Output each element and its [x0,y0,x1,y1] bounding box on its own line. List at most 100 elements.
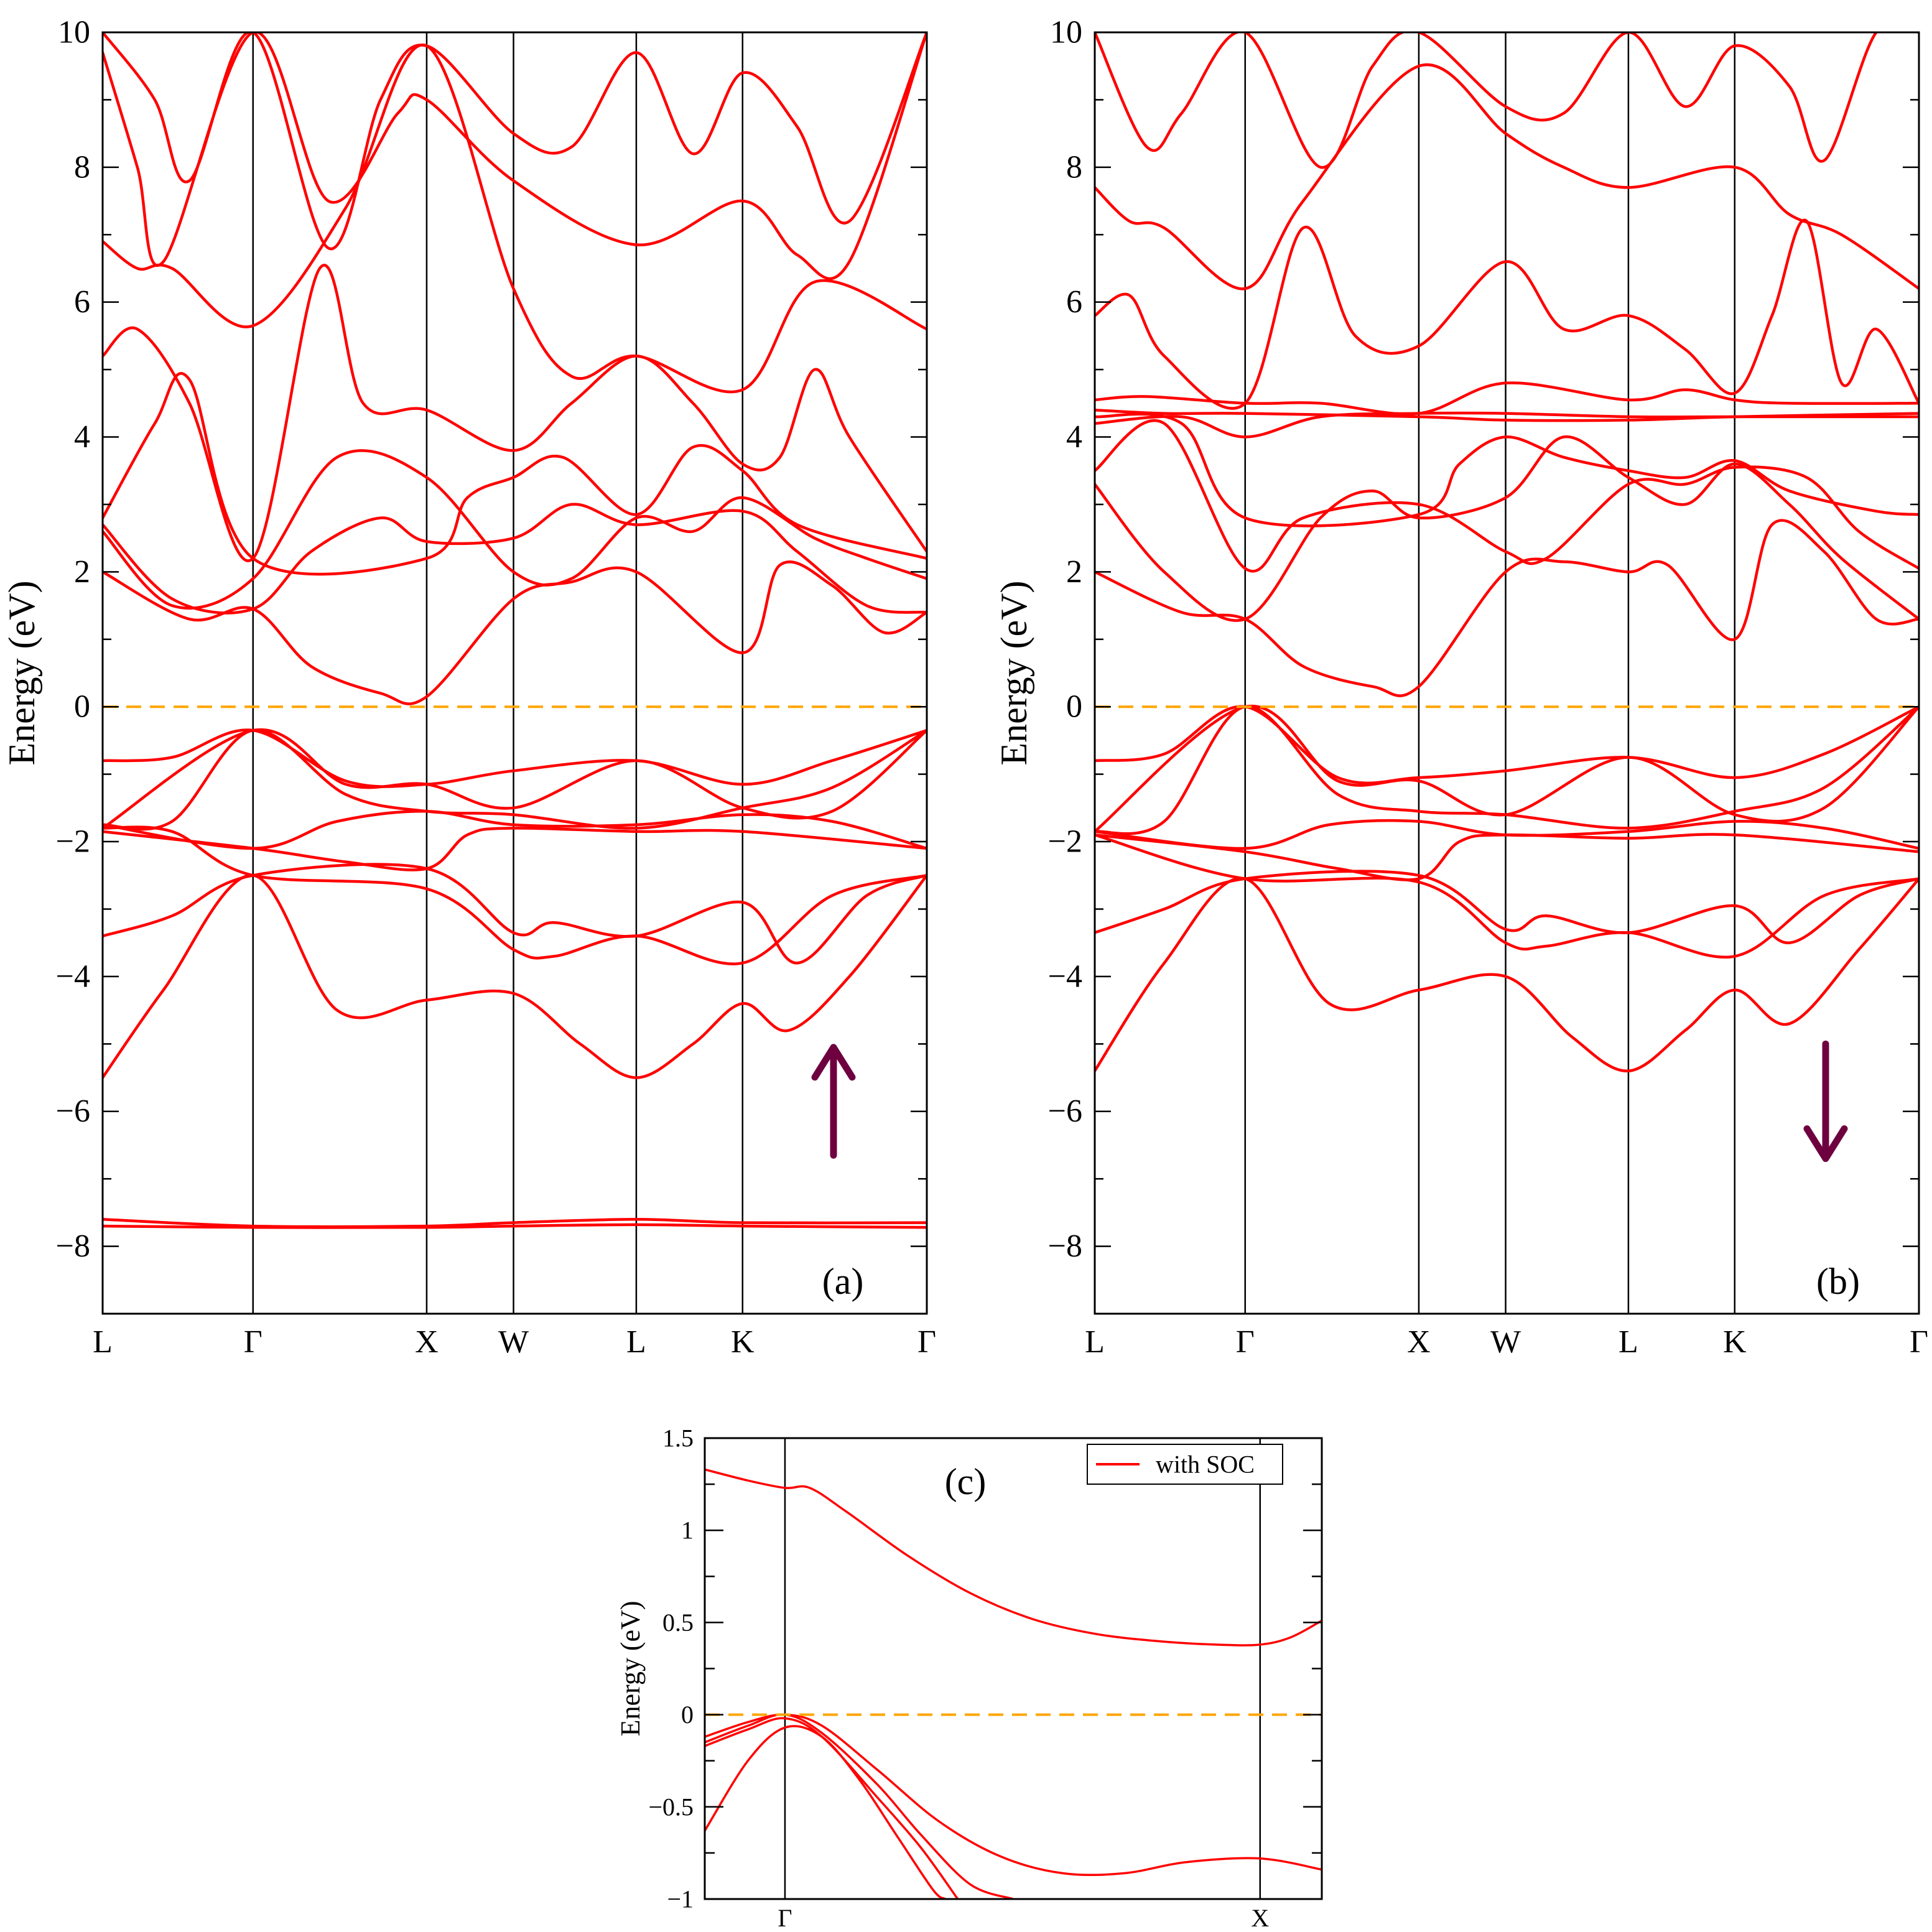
y-tick-label: 2 [74,554,90,590]
arrow-head [811,1044,856,1081]
y-axis-title: Energy (eV) [615,1601,646,1737]
band-line-10 [1095,419,1919,573]
bands-group [1095,32,1919,1072]
band-line-10 [103,560,927,705]
band-line-16 [103,32,927,281]
y-tick-label: 10 [58,15,90,50]
band-line-2 [103,874,927,1079]
band-line-7 [1095,704,1919,834]
y-tick-label: −8 [56,1228,90,1264]
panel-c-soc-bands: −1 −0.5 0 0.5 1 1.5 Γ X Energy (eV) (c) with SOC [615,1424,1323,1932]
plot-frame [704,1437,1323,1900]
band-line-4 [705,1725,947,1899]
panel-label: (b) [1816,1261,1860,1302]
panel-label: (c) [945,1461,987,1502]
band-line-1 [1095,870,1919,944]
band-line-12 [103,449,927,610]
x-tick-label-X: X [1251,1904,1269,1932]
band-line-6 [1095,705,1919,785]
y-tick-label: −6 [56,1094,90,1129]
y-tick-label: 8 [74,149,90,185]
spin-up-arrow-icon [811,1044,856,1159]
y-tick-label: −6 [1048,1094,1082,1129]
y-tick-label: 6 [1066,284,1082,320]
x-tick-label-Γ: Γ [244,1324,262,1360]
x-tick-label-Γ: Γ [917,1324,936,1360]
band-line-8 [103,728,927,788]
x-tick-label-L: L [93,1324,113,1360]
y-tick-label: −4 [56,959,90,994]
y-axis-title: Energy (eV) [993,580,1034,765]
band-line-4 [1095,833,1919,881]
band-line-9 [1095,435,1919,622]
x-tick-label-L: L [1085,1324,1105,1360]
y-tick-label: −2 [1048,824,1082,860]
y-tick-label: 1.5 [662,1424,694,1452]
band-line-4 [103,825,927,965]
band-line-14 [1095,381,1919,416]
y-tick-label: 8 [1066,149,1082,185]
band-line-8 [1095,519,1919,697]
bands-group [705,1468,1322,1899]
panel-label: (a) [822,1261,864,1302]
band-line-7 [103,728,927,831]
band-line-2 [1095,833,1919,959]
y-tick-label: 1 [681,1516,694,1544]
band-line-2 [705,1713,1015,1899]
y-tick-label: 0 [74,689,90,725]
y-tick-label: 10 [1050,15,1082,50]
y-tick-label: 4 [1066,419,1082,455]
panel-b-spin-down-bands: −8 −6 −4 −2 0 2 4 6 8 10 L Γ X W L K Γ Energy (eV) (b) [993,15,1928,1360]
band-line-13 [103,372,927,576]
y-tick-label: 4 [74,419,90,455]
x-tick-label-W: W [1490,1324,1521,1360]
y-tick-label: 0.5 [662,1609,694,1637]
legend-label: with SOC [1156,1451,1255,1479]
arrow-head [1803,1125,1848,1163]
x-tick-label-Γ: Γ [1910,1324,1928,1360]
x-tick-label-L: L [626,1324,646,1360]
band-line-13 [1095,408,1919,422]
band-line-11 [1095,412,1919,527]
y-tick-label: −1 [667,1885,694,1913]
band-line-1 [103,1223,927,1229]
x-tick-label-X: X [415,1324,439,1360]
band-line-16 [1095,63,1919,290]
panel-a-spin-up-bands: −8 −6 −4 −2 0 2 4 6 8 10 L Γ X W L K Γ Energy (eV) (a) [1,15,936,1360]
band-line-3 [103,863,927,965]
y-tick-label: −8 [1048,1228,1082,1264]
band-line-0 [1095,876,1919,1072]
band-line-9 [103,728,927,830]
y-axis-title: Energy (eV) [1,580,42,765]
y-tick-label: −2 [56,824,90,860]
x-tick-label-W: W [498,1324,529,1360]
band-line-5 [1095,705,1919,835]
y-tick-label: 0 [1066,689,1082,725]
band-line-6 [103,827,927,871]
x-tick-label-K: K [1723,1324,1747,1360]
band-line-14 [103,264,927,562]
x-tick-label-Γ: Γ [1236,1324,1255,1360]
y-tick-label: −4 [1048,959,1082,994]
spin-down-arrow-icon [1803,1040,1848,1163]
band-line-11 [103,503,927,615]
y-tick-label: −0.5 [648,1793,694,1821]
y-tick-label: 6 [74,284,90,320]
band-line-15 [103,43,927,394]
x-tick-label-X: X [1407,1324,1431,1360]
plot-frame [1094,31,1920,1315]
band-line-0 [705,1468,1322,1646]
legend: with SOC [1087,1444,1283,1485]
band-line-17 [1095,32,1919,169]
plot-frame [101,31,928,1315]
x-tick-label-Γ: Γ [778,1904,792,1932]
y-tick-label: 2 [1066,554,1082,590]
x-tick-label-L: L [1619,1324,1638,1360]
y-tick-label: 0 [681,1701,694,1729]
band-line-1 [705,1713,1322,1877]
bands-group [103,32,927,1229]
band-line-15 [1095,218,1919,410]
band-line-17 [103,32,927,251]
x-tick-label-K: K [731,1324,755,1360]
